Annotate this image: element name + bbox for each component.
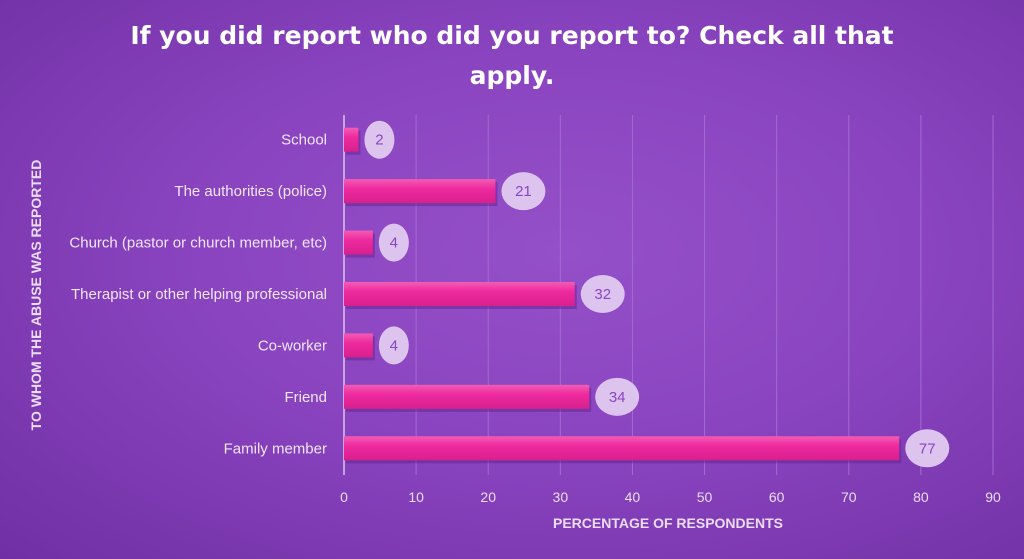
- chart-title-line-1: If you did report who did you report to?…: [130, 21, 893, 50]
- bar: [344, 282, 575, 306]
- data-label: 21: [515, 183, 532, 200]
- x-tick-label: 80: [913, 489, 929, 505]
- x-tick-label: 70: [841, 489, 857, 505]
- bar: [344, 230, 373, 255]
- data-label: 4: [390, 337, 398, 354]
- bar: [344, 436, 900, 461]
- data-label-bubble: [364, 120, 395, 159]
- bar: [344, 179, 496, 204]
- x-tick-label: 60: [769, 489, 785, 505]
- data-label-bubble: [501, 172, 546, 211]
- x-tick-label: 90: [985, 489, 1001, 505]
- x-tick-label: 10: [408, 489, 424, 505]
- category-label: School: [281, 132, 327, 149]
- x-tick-label: 50: [697, 489, 713, 505]
- data-label: 34: [609, 389, 626, 406]
- category-label: Church (pastor or church member, etc): [69, 235, 327, 252]
- category-label: Therapist or other helping professional: [71, 286, 327, 303]
- bar: [344, 333, 373, 358]
- x-axis-label: PERCENTAGE OF RESPONDENTS: [553, 515, 783, 531]
- x-tick-label: 20: [480, 489, 496, 505]
- data-label: 77: [919, 440, 936, 457]
- category-label: Family member: [224, 440, 327, 457]
- chart-title-line-2: apply.: [470, 61, 555, 90]
- data-label-bubble: [378, 326, 409, 365]
- data-label: 32: [594, 286, 611, 303]
- data-label-bubble: [580, 275, 625, 313]
- bar: [344, 384, 590, 409]
- data-label: 2: [375, 132, 383, 149]
- y-axis-label: TO WHOM THE ABUSE WAS REPORTED: [28, 160, 44, 431]
- x-tick-label: 30: [553, 489, 569, 505]
- x-tick-label: 0: [340, 489, 348, 505]
- category-label: The authorities (police): [174, 183, 327, 200]
- category-label: Friend: [284, 389, 327, 406]
- category-label: Co-worker: [258, 337, 327, 354]
- data-label: 4: [390, 235, 398, 252]
- x-tick-label: 40: [625, 489, 641, 505]
- data-label-bubble: [378, 223, 409, 262]
- data-label-bubble: [905, 429, 950, 468]
- bar: [344, 127, 359, 152]
- data-label-bubble: [595, 377, 640, 416]
